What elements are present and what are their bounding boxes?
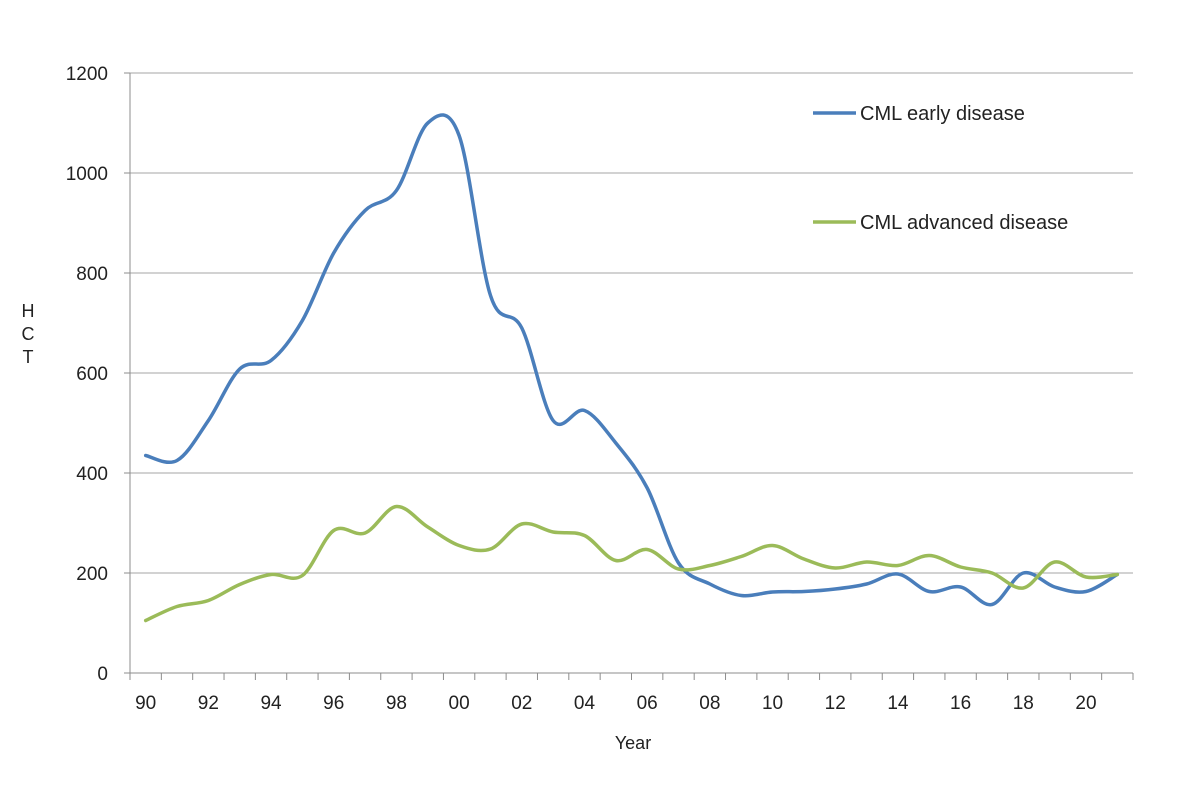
y-tick-label: 200 (76, 564, 108, 585)
legend: CML early disease CML advanced disease (813, 103, 1068, 234)
x-axis-ticks: 90 92 94 96 98 00 02 04 06 08 10 12 14 16 18 20 (129, 673, 1134, 714)
x-tick-label: 14 (887, 693, 909, 714)
x-tick-label: 16 (950, 693, 971, 714)
x-tick-label: 02 (511, 693, 532, 714)
y-tick-label: 800 (76, 264, 108, 285)
legend-label: CML early disease (860, 103, 1025, 125)
y-axis-ticks: 0 200 400 600 800 1000 1200 (66, 64, 130, 685)
x-tick-label: 94 (260, 693, 282, 714)
series-line-0 (143, 113, 1120, 607)
x-tick-label: 08 (699, 693, 720, 714)
x-tick-label: 18 (1013, 693, 1034, 714)
legend-label: CML advanced disease (860, 212, 1068, 234)
y-axis-title-char: T (23, 347, 34, 367)
x-tick-label: 92 (198, 693, 219, 714)
x-tick-label: 20 (1075, 693, 1096, 714)
y-axis-title: HCT (22, 301, 35, 367)
series-lines (143, 113, 1120, 623)
y-tick-label: 0 (97, 664, 108, 685)
x-tick-label: 00 (449, 693, 470, 714)
y-tick-label: 600 (76, 364, 108, 385)
y-tick-label: 400 (76, 464, 108, 485)
x-tick-label: 96 (323, 693, 344, 714)
y-axis-title-char: H (22, 301, 35, 321)
x-tick-label: 90 (135, 693, 156, 714)
y-tick-label: 1000 (66, 164, 108, 185)
x-axis-title: Year (615, 733, 651, 753)
x-tick-label: 98 (386, 693, 407, 714)
x-tick-label: 06 (637, 693, 658, 714)
gridlines (130, 72, 1133, 574)
x-tick-label: 04 (574, 693, 596, 714)
series-line-1 (143, 504, 1120, 623)
x-tick-label: 12 (825, 693, 846, 714)
y-axis-title-char: C (22, 324, 35, 344)
x-tick-label: 10 (762, 693, 783, 714)
y-tick-label: 1200 (66, 64, 108, 85)
